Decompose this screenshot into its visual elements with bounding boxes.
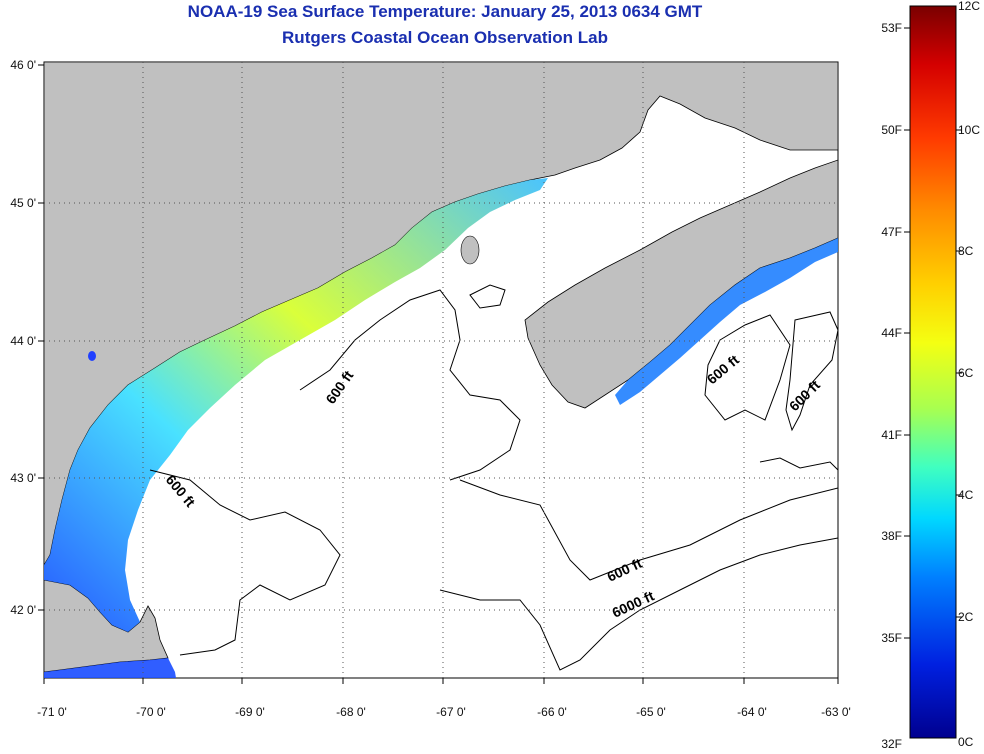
land-island bbox=[88, 351, 96, 361]
colorbar-celsius-label: 8C bbox=[958, 244, 974, 258]
colorbar-fahrenheit-label: 53F bbox=[881, 21, 902, 35]
colorbar-celsius-label: 10C bbox=[958, 123, 980, 137]
colorbar-celsius-label: 6C bbox=[958, 366, 974, 380]
land-nova-scotia bbox=[524, 159, 838, 409]
longitude-label: -67 0' bbox=[436, 705, 466, 719]
colorbar-fahrenheit-label: 35F bbox=[881, 631, 902, 645]
longitude-label: -69 0' bbox=[235, 705, 265, 719]
colorbar-celsius-label: 0C bbox=[958, 735, 974, 749]
longitude-label: -63 0' bbox=[821, 705, 851, 719]
axis-ticks bbox=[38, 64, 839, 684]
colorbar-fahrenheit-label: 41F bbox=[881, 428, 902, 442]
colorbar-celsius-label: 2C bbox=[958, 610, 974, 624]
latitude-label: 44 0' bbox=[10, 334, 36, 348]
latitude-label: 42 0' bbox=[10, 603, 36, 617]
colorbar-fahrenheit-label: 47F bbox=[881, 225, 902, 239]
colorbar-celsius-label: 12C bbox=[958, 0, 980, 13]
colorbar-fahrenheit-label: 44F bbox=[881, 326, 902, 340]
bathymetry-contours bbox=[149, 284, 838, 671]
longitude-label: -68 0' bbox=[336, 705, 366, 719]
sst-data-nova-scotia-shore bbox=[615, 238, 838, 405]
map-title: NOAA-19 Sea Surface Temperature: January… bbox=[187, 2, 703, 21]
longitude-label: -66 0' bbox=[537, 705, 567, 719]
longitude-label: -64 0' bbox=[737, 705, 767, 719]
colorbar-ticks bbox=[904, 27, 962, 639]
latitude-label: 43 0' bbox=[10, 471, 36, 485]
longitude-label: -71 0' bbox=[37, 705, 67, 719]
colorbar-fahrenheit-label: 32F bbox=[881, 737, 902, 751]
colorbar-fahrenheit-label: 50F bbox=[881, 123, 902, 137]
latitude-label: 46 0' bbox=[10, 58, 36, 72]
sst-data-coastal-swath bbox=[44, 178, 548, 632]
colorbar-celsius-label: 4C bbox=[958, 488, 974, 502]
longitude-label: -70 0' bbox=[136, 705, 166, 719]
latitude-label: 45 0' bbox=[10, 196, 36, 210]
colorbar-fahrenheit-label: 38F bbox=[881, 529, 902, 543]
longitude-label: -65 0' bbox=[636, 705, 666, 719]
map-subtitle: Rutgers Coastal Ocean Observation Lab bbox=[282, 28, 608, 47]
colorbar bbox=[909, 5, 957, 739]
land-island bbox=[460, 235, 480, 265]
